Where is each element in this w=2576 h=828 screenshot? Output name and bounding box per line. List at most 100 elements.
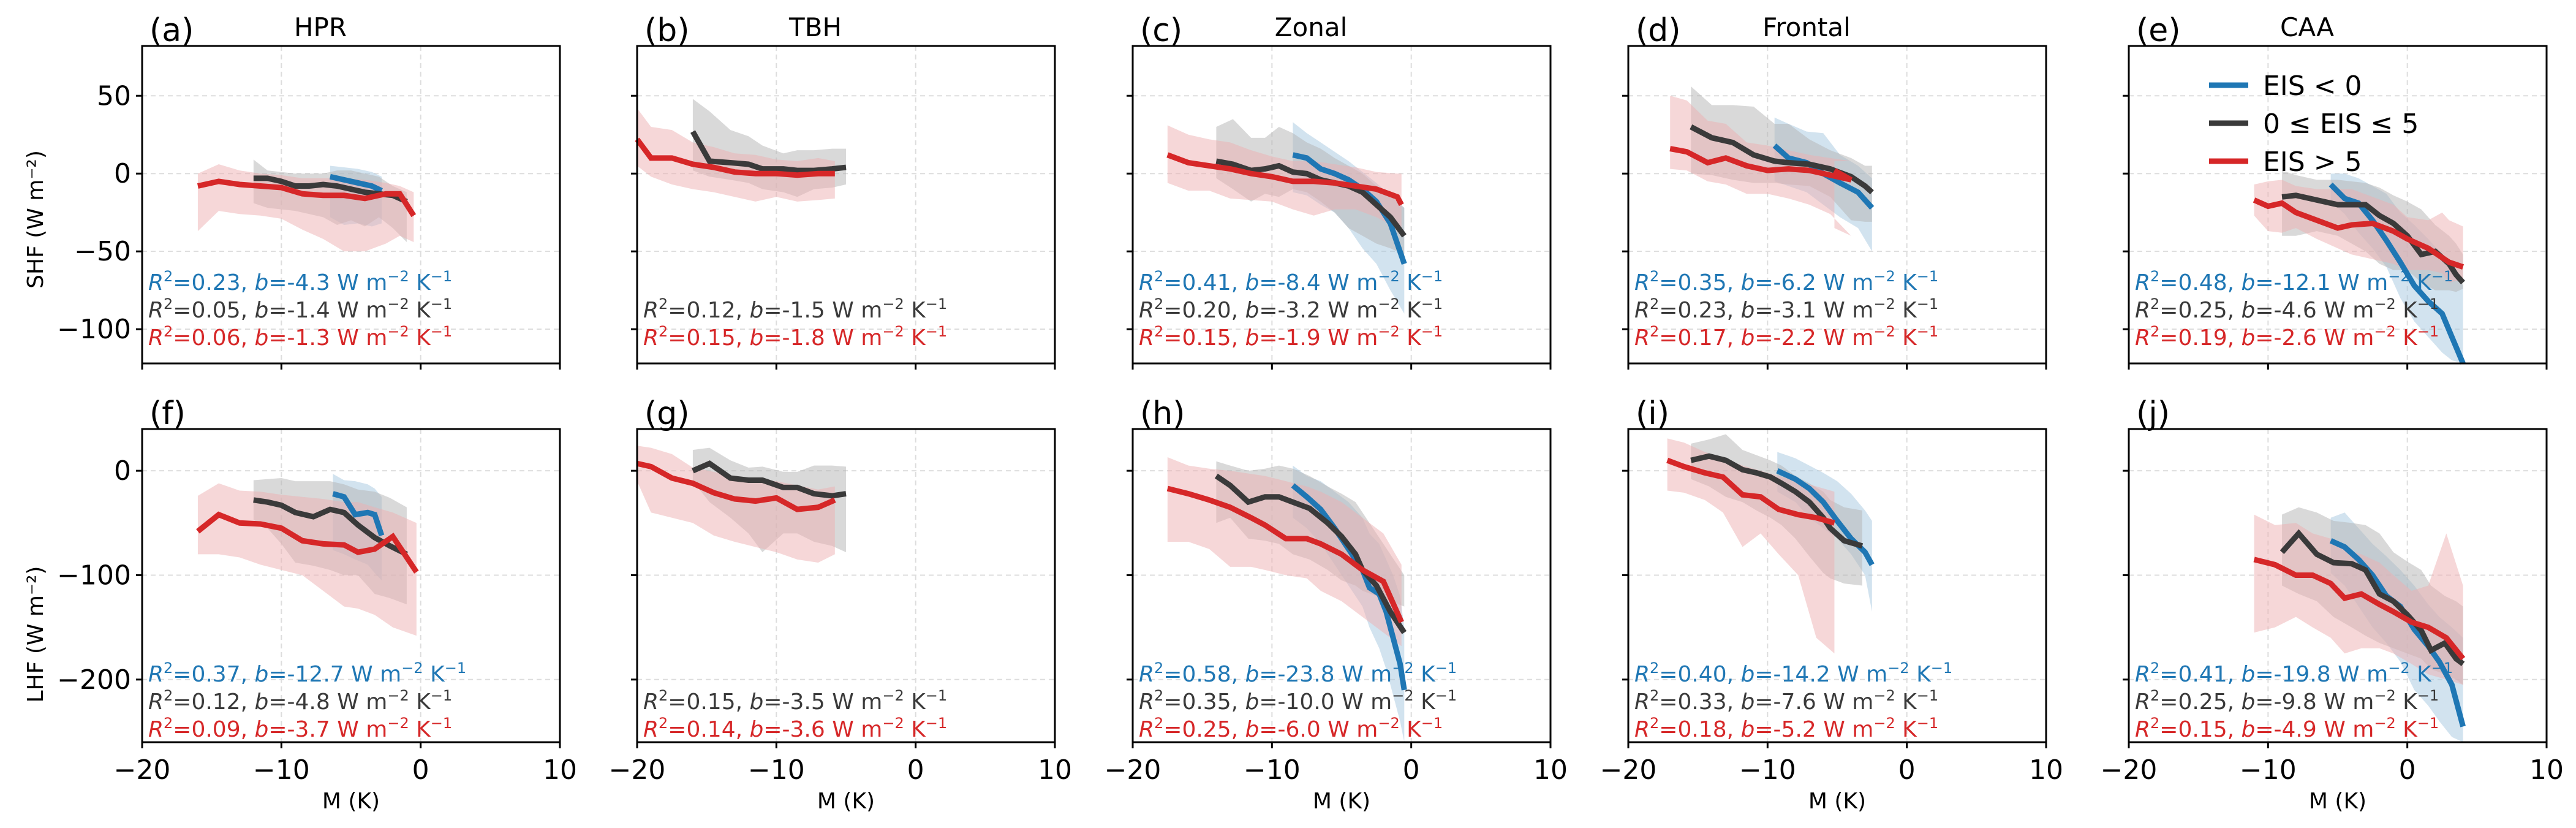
legend-label-pos: EIS > 5 <box>2263 146 2362 178</box>
x-tick-label: −20 <box>1105 754 1161 786</box>
axes-frame <box>1627 45 2047 365</box>
x-tick-label: 0 <box>1898 754 1916 786</box>
line-neg <box>1291 483 1407 691</box>
line-pos <box>1166 152 1404 207</box>
x-tick-label: 0 <box>1403 754 1420 786</box>
line-pos <box>2253 556 2466 661</box>
legend: EIS < 0 0 ≤ EIS ≤ 5 EIS > 5 <box>2209 70 2419 178</box>
y-tick-label: 0 <box>114 158 131 189</box>
panel-title: Frontal <box>1762 12 1851 42</box>
stat-annotation-pos: R2=0.25, b=-6.0 W m−2 K−1 <box>1139 715 1443 742</box>
stat-annotation-mid: R2=0.25, b=-9.8 W m−2 K−1 <box>2135 687 2439 715</box>
panel-b: (b) TBH R2=0.12, b=-1.5 W m−2 K−1R2=0.15, … <box>631 12 1056 370</box>
y-tick-label: −100 <box>57 560 131 591</box>
panel-letter: (j) <box>2136 395 2170 432</box>
axes-frame <box>2128 45 2548 365</box>
panel-a: 50 0 −50 −100 (a) HPR R2=0.23, b=-4.3 W m−2 K−… <box>57 12 561 370</box>
axes-frame <box>2128 428 2548 743</box>
x-axis-label: M (K) <box>2309 789 2366 814</box>
line-pos <box>197 178 417 218</box>
band-pos <box>637 446 835 563</box>
panel-letter: (c) <box>1140 12 1182 49</box>
line-mid <box>1690 453 1864 549</box>
stat-annotation-pos: R2=0.17, b=-2.2 W m−2 K−1 <box>1634 323 1938 351</box>
stat-annotation-neg: R2=0.41, b=-19.8 W m−2 K−1 <box>2135 659 2453 687</box>
x-tick-label: 0 <box>907 754 924 786</box>
line-pos <box>636 460 836 512</box>
stat-annotation-pos: R2=0.15, b=-1.9 W m−2 K−1 <box>1139 323 1443 351</box>
stat-annotation-mid: R2=0.12, b=-1.5 W m−2 K−1 <box>643 295 947 323</box>
stat-annotation-neg: R2=0.48, b=-12.1 W m−2 K−1 <box>2135 268 2453 295</box>
panel-e: (e) CAA R2=0.48, b=-12.1 W m−2 K−1R2=0.25,… <box>2123 12 2548 370</box>
axes-frame <box>636 428 1056 743</box>
ylabel-shf: SHF (W m⁻²) <box>23 150 48 289</box>
line-mid <box>1690 124 1874 195</box>
band-pos <box>1167 457 1402 647</box>
stat-annotation-pos: R2=0.14, b=-3.6 W m−2 K−1 <box>643 715 947 742</box>
axes-frame <box>141 45 561 365</box>
x-axis-label: M (K) <box>322 789 380 814</box>
stat-annotation-mid: R2=0.15, b=-3.5 W m−2 K−1 <box>643 687 947 715</box>
stat-annotation-pos: R2=0.18, b=-5.2 W m−2 K−1 <box>1634 715 1938 742</box>
x-tick-label: 0 <box>2399 754 2416 786</box>
panel-f: −20 −10 0 10M (K)0−100−200(f)R2=0.37, b=-12… <box>57 395 577 814</box>
x-tick-label: 10 <box>1038 754 1072 786</box>
axes-frame <box>1627 428 2047 743</box>
line-mid <box>253 497 408 557</box>
panel-letter: (a) <box>149 12 194 49</box>
line-neg <box>329 173 383 194</box>
axes-frame <box>141 428 561 743</box>
stat-annotation-mid: R2=0.25, b=-4.6 W m−2 K−1 <box>2135 295 2439 323</box>
panel-g: −20 −10 0 10 M (K) (g) R2=0.15, b=-3.5 W m−2 K… <box>609 395 1072 814</box>
panel-i: −20 −10 0 10 M (K) (i) R2=0.40, b=-14.2 W m−2 … <box>1600 395 2063 814</box>
panel-letter: (d) <box>1636 12 1681 49</box>
line-mid <box>2279 529 2465 666</box>
axes-frame <box>1131 428 1552 743</box>
panel-h: −20 −10 0 10 M (K) (h) R2=0.58, b=-23.8 W m−2 … <box>1105 395 1568 814</box>
panel-letter: (f) <box>149 395 186 432</box>
line-pos <box>1166 485 1404 623</box>
stat-annotation-pos: R2=0.09, b=-3.7 W m−2 K−1 <box>148 715 452 742</box>
x-tick-label: −10 <box>253 754 310 786</box>
stat-annotation-pos: R2=0.15, b=-4.9 W m−2 K−1 <box>2135 715 2439 742</box>
legend-label-mid: 0 ≤ EIS ≤ 5 <box>2263 108 2419 140</box>
x-tick-label: −20 <box>1600 754 1657 786</box>
panel-letter: (g) <box>644 395 690 432</box>
stat-annotation-mid: R2=0.20, b=-3.2 W m−2 K−1 <box>1139 295 1443 323</box>
panel-letter: (e) <box>2136 12 2181 49</box>
x-tick-label: −20 <box>609 754 666 786</box>
line-neg <box>332 491 385 537</box>
x-tick-label: −10 <box>1244 754 1301 786</box>
line-pos <box>2253 197 2465 270</box>
stat-annotation-neg: R2=0.58, b=-23.8 W m−2 K−1 <box>1139 659 1457 687</box>
line-pos <box>635 137 835 178</box>
line-neg <box>1776 468 1875 566</box>
panel-letter: (b) <box>644 12 690 49</box>
x-tick-label: 10 <box>2029 754 2063 786</box>
x-tick-label: −10 <box>1739 754 1796 786</box>
stat-annotation-mid: R2=0.12, b=-4.8 W m−2 K−1 <box>148 687 452 715</box>
stat-annotation-pos: R2=0.06, b=-1.3 W m−2 K−1 <box>148 323 452 351</box>
line-pos <box>196 511 419 574</box>
line-pos <box>1666 457 1835 526</box>
stat-annotation-mid: R2=0.05, b=-1.4 W m−2 K−1 <box>148 295 452 323</box>
x-tick-label: 10 <box>2529 754 2564 786</box>
y-tick-label: −200 <box>57 664 131 696</box>
stat-annotation-mid: R2=0.23, b=-3.1 W m−2 K−1 <box>1634 295 1938 323</box>
x-axis-label: M (K) <box>817 789 875 814</box>
legend-label-neg: EIS < 0 <box>2263 70 2362 102</box>
stat-annotation-neg: R2=0.35, b=-6.2 W m−2 K−1 <box>1634 268 1938 295</box>
x-tick-label: 10 <box>543 754 577 786</box>
y-tick-label: 50 <box>97 80 131 112</box>
y-tick-label: −50 <box>74 236 131 267</box>
ylabel-lhf: LHF (W m⁻²) <box>23 566 48 703</box>
stat-annotation-pos: R2=0.19, b=-2.6 W m−2 K−1 <box>2135 323 2439 351</box>
line-neg <box>2329 182 2466 365</box>
line-pos <box>1669 146 1853 183</box>
axes-frame <box>1131 45 1552 365</box>
axes-frame <box>636 45 1056 365</box>
x-tick-label: −10 <box>2240 754 2297 786</box>
